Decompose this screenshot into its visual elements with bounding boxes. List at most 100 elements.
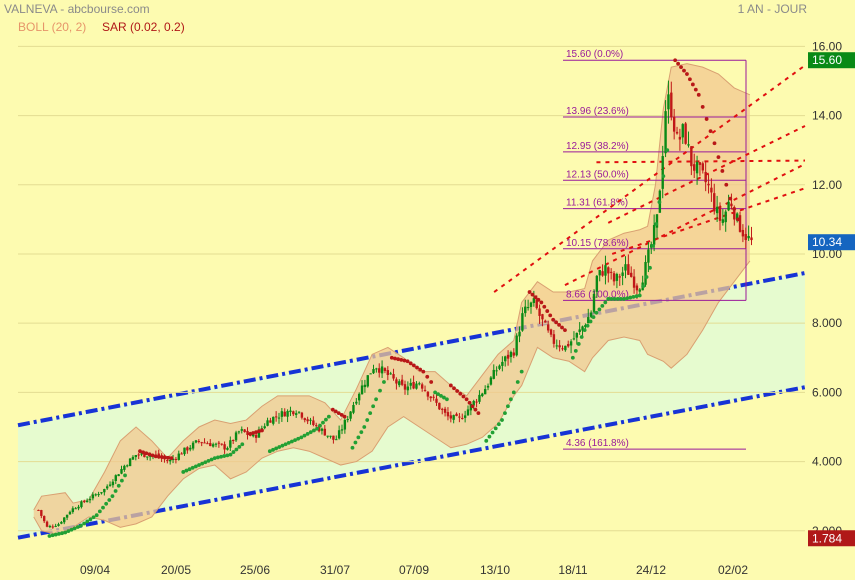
- x-tick-label: 31/07: [320, 563, 350, 577]
- sar-dot: [679, 65, 683, 70]
- sar-dot: [85, 519, 90, 524]
- candle-body: [406, 386, 410, 391]
- candle-body: [423, 389, 427, 391]
- candle-body: [701, 163, 705, 171]
- sar-dot: [169, 456, 174, 461]
- sar-dot: [665, 148, 670, 153]
- sar-dot: [597, 307, 602, 312]
- candle-body: [400, 379, 404, 385]
- candle-body: [609, 271, 613, 273]
- candle-body: [432, 396, 435, 398]
- candle-body: [561, 348, 564, 350]
- candle-body: [555, 345, 558, 347]
- candle-body: [624, 264, 627, 271]
- candle-body: [332, 435, 335, 440]
- sar-dot: [724, 182, 729, 187]
- sar-dot: [234, 447, 239, 452]
- candle-body: [587, 317, 590, 324]
- candle-body: [48, 525, 52, 528]
- candle-body: [306, 419, 309, 422]
- sar-dot: [591, 315, 596, 320]
- candle-body: [478, 394, 481, 402]
- candle-body: [601, 271, 604, 276]
- sar-dot: [576, 342, 581, 346]
- candle-body: [698, 162, 702, 165]
- candle-body: [134, 455, 138, 458]
- candle-body: [670, 92, 673, 118]
- candle-body: [166, 460, 169, 462]
- candle-body: [463, 415, 467, 418]
- candle-body: [108, 484, 112, 486]
- candle-body: [105, 486, 109, 489]
- candle-body: [627, 264, 630, 275]
- sar-dot: [452, 386, 456, 391]
- candle-body: [123, 465, 126, 470]
- sar-dot: [147, 452, 152, 457]
- candle-body: [735, 213, 739, 221]
- sar-dot: [736, 217, 741, 222]
- sar-dot: [267, 449, 272, 454]
- candle-body: [655, 214, 659, 228]
- candle-body: [200, 442, 203, 444]
- sar-dot: [212, 456, 217, 461]
- sar-dot: [72, 526, 77, 531]
- candle-body: [632, 276, 636, 288]
- sar-dot: [336, 411, 341, 416]
- candle-body: [237, 431, 241, 433]
- sar-dot: [240, 442, 245, 447]
- sar-dot: [374, 397, 378, 402]
- candle-body: [131, 456, 135, 460]
- sar-dot: [333, 409, 338, 414]
- sar-dot: [318, 423, 322, 428]
- sar-dot: [200, 461, 205, 466]
- sar-dot: [350, 445, 355, 450]
- candle-body: [254, 434, 258, 438]
- red-dotted-line-0: [493, 64, 806, 293]
- sar-dot: [661, 174, 666, 179]
- sar-dot: [554, 320, 559, 325]
- sar-dot: [539, 300, 544, 305]
- sar-dot: [66, 529, 71, 534]
- sar-dot: [222, 454, 227, 458]
- sar-dot: [493, 426, 498, 431]
- sar-dot: [113, 489, 118, 493]
- sar-dot: [519, 369, 524, 374]
- sar-dot: [339, 412, 344, 417]
- candle-body: [532, 298, 536, 303]
- candle-body: [85, 500, 89, 503]
- candle-body: [363, 384, 367, 388]
- sar-dot: [110, 494, 115, 499]
- candle-body: [42, 516, 46, 522]
- candle-body: [672, 116, 676, 132]
- sar-dot: [429, 380, 434, 384]
- sar-dot: [166, 455, 171, 460]
- sar-dot: [231, 450, 236, 454]
- sar-dot: [470, 404, 475, 409]
- candle-body: [191, 442, 195, 449]
- x-tick-label: 02/02: [718, 563, 748, 577]
- sar-dot: [618, 297, 623, 301]
- candle-body: [266, 420, 269, 426]
- candle-body: [243, 429, 246, 433]
- sar-dot: [215, 455, 220, 460]
- sar-dot: [603, 300, 608, 305]
- sar-dot: [342, 414, 347, 419]
- sar-dot: [720, 169, 725, 173]
- candle-body: [738, 215, 742, 232]
- candle-body: [137, 454, 140, 456]
- sar-dot: [321, 420, 325, 425]
- sar-dot: [91, 515, 96, 520]
- candle-body: [418, 383, 421, 385]
- sar-dot: [506, 404, 510, 409]
- sar-dot: [97, 509, 102, 514]
- sar-dot: [277, 445, 282, 449]
- sar-dot: [289, 439, 294, 444]
- sar-dot: [594, 310, 599, 315]
- candle-body: [524, 306, 527, 314]
- candle-body: [483, 389, 487, 395]
- candle-body: [486, 385, 490, 388]
- candle-body: [707, 183, 710, 186]
- sar-dot: [187, 467, 192, 472]
